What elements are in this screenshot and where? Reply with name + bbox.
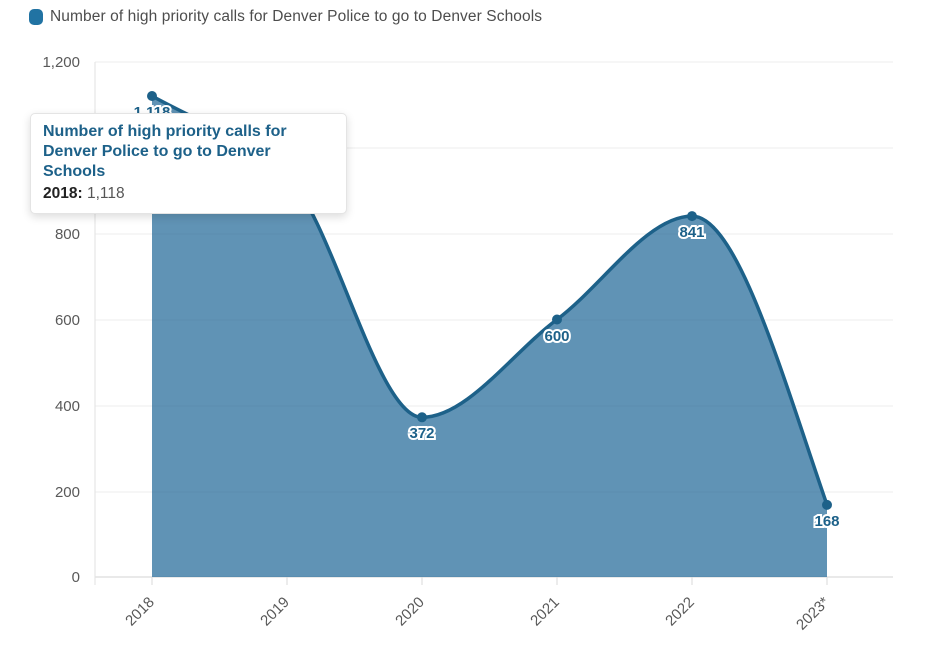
- y-tick-label: 800: [55, 226, 80, 243]
- data-point-2023[interactable]: [822, 499, 832, 510]
- x-tick-label: 2019: [257, 594, 293, 630]
- data-point-2018[interactable]: [147, 91, 157, 101]
- data-point-2021[interactable]: [552, 314, 562, 325]
- data-point-2022[interactable]: [687, 211, 697, 222]
- legend-label: Number of high priority calls for Denver…: [50, 8, 543, 25]
- x-tick-label: 2018: [122, 594, 158, 630]
- x-ticks: [151, 577, 828, 585]
- y-tick-label: 600: [55, 312, 80, 329]
- tooltip-year-label: 2018:: [43, 185, 83, 202]
- y-tick-label: 200: [55, 484, 80, 501]
- tooltip-value: 1,118: [86, 185, 125, 202]
- legend-item[interactable]: Number of high priority calls for Denver…: [29, 8, 542, 26]
- x-tick-label: 2023*: [793, 594, 833, 634]
- data-point-2020[interactable]: [417, 412, 427, 423]
- x-tick-label: 2021: [527, 594, 563, 630]
- value-label-2020: 372: [409, 425, 434, 442]
- y-tick-label: 0: [72, 569, 80, 586]
- series-area-fill: [152, 96, 827, 577]
- value-label-2022: 841: [679, 224, 704, 241]
- value-label-2021: 600: [544, 328, 569, 345]
- y-tick-label: 1,200: [42, 54, 80, 71]
- tooltip-title: Number of high priority calls for Denver…: [43, 123, 287, 180]
- legend-swatch-icon: [29, 9, 43, 25]
- hover-tooltip: Number of high priority calls for Denver…: [30, 113, 347, 214]
- tooltip-value-row: 2018: 1,118: [43, 183, 334, 204]
- x-axis-labels: 2018 2019 2020 2021 2022 2023*: [122, 594, 833, 634]
- value-label-2023: 168: [814, 513, 839, 530]
- x-tick-label: 2022: [662, 594, 698, 630]
- x-tick-label: 2020: [392, 594, 428, 630]
- y-tick-label: 400: [55, 398, 80, 415]
